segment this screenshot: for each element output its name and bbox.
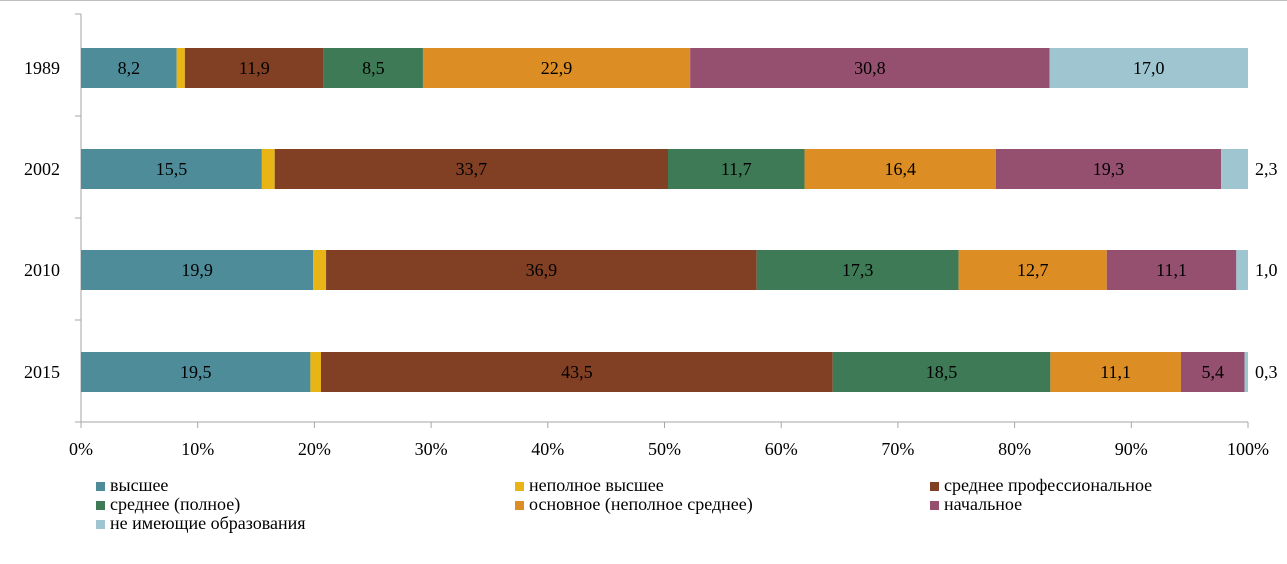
data-label: 11,1 xyxy=(1100,362,1131,382)
data-label: 19,9 xyxy=(181,260,213,280)
legend-label: среднее профессиональное xyxy=(944,475,1152,495)
bar-segment xyxy=(756,250,959,290)
bar-segment xyxy=(184,48,324,88)
bar-segment xyxy=(274,149,669,189)
x-tick-label: 0% xyxy=(69,439,93,459)
bar-segment xyxy=(1221,149,1248,189)
legend-label: основное (неполное среднее) xyxy=(529,494,753,515)
data-label: 11,9 xyxy=(239,58,270,78)
data-label: 1,0 xyxy=(1255,260,1278,280)
x-tick-label: 50% xyxy=(648,439,681,459)
data-label: 30,8 xyxy=(854,58,886,78)
data-label: 11,7 xyxy=(721,159,752,179)
data-label: 12,7 xyxy=(1017,260,1049,280)
bar-segment xyxy=(310,352,321,392)
data-label: 5,4 xyxy=(1201,362,1224,382)
x-axis: 0% 10% 20% 30% 40% 50% 60% 70% 80% 90% 100% xyxy=(69,421,1269,459)
bar-segment xyxy=(804,149,996,189)
data-label: 33,7 xyxy=(456,159,488,179)
data-label: 16,4 xyxy=(884,159,916,179)
data-label: 19,3 xyxy=(1093,159,1125,179)
x-tick-label: 90% xyxy=(1115,439,1148,459)
legend-swatch xyxy=(515,501,524,510)
legend-swatch xyxy=(96,482,105,491)
data-label: 18,5 xyxy=(926,362,958,382)
data-label: 43,5 xyxy=(561,362,593,382)
bar-segment xyxy=(1180,352,1245,392)
data-label: 17,3 xyxy=(842,260,874,280)
legend-swatch xyxy=(515,482,524,491)
x-tick-label: 70% xyxy=(881,439,914,459)
x-tick-label: 40% xyxy=(531,439,564,459)
bar-segment xyxy=(1049,48,1248,88)
x-tick-label: 30% xyxy=(415,439,448,459)
data-label: 36,9 xyxy=(526,260,558,280)
legend-label: неполное высшее xyxy=(529,475,664,495)
bar-segment xyxy=(320,352,833,392)
bar-segment xyxy=(313,250,327,290)
bar-segment xyxy=(81,352,311,392)
data-label: 8,2 xyxy=(118,58,141,78)
x-tick-label: 60% xyxy=(765,439,798,459)
bar-segment xyxy=(323,48,423,88)
data-label: 8,5 xyxy=(362,58,385,78)
x-tick-label: 10% xyxy=(181,439,214,459)
x-tick-label: 20% xyxy=(298,439,331,459)
legend-swatch xyxy=(930,501,939,510)
data-label: 2,3 xyxy=(1255,159,1278,179)
legend-label: среднее (полное) xyxy=(110,494,240,515)
bar-segment xyxy=(958,250,1107,290)
bar-segment xyxy=(995,149,1222,189)
bar-segment xyxy=(1050,352,1181,392)
legend-label: начальное xyxy=(944,494,1022,514)
y-axis: 1989 2002 2010 2015 xyxy=(24,13,82,423)
bar-segment xyxy=(1106,250,1237,290)
bar-segment xyxy=(261,149,275,189)
bar-segment xyxy=(81,48,177,88)
legend-swatch xyxy=(96,520,105,529)
legend: высшее неполное высшее среднее профессиона… xyxy=(96,475,1152,533)
x-tick-label: 100% xyxy=(1227,439,1269,459)
bar-segment xyxy=(422,48,691,88)
bar-segment xyxy=(690,48,1050,88)
data-label: 0,3 xyxy=(1255,362,1278,382)
bar-segment xyxy=(668,149,805,189)
data-label: 22,9 xyxy=(541,58,573,78)
bar-segment xyxy=(81,250,314,290)
data-label: 17,0 xyxy=(1133,58,1165,78)
bar-segment xyxy=(832,352,1051,392)
bar-segment xyxy=(1236,250,1248,290)
bar-segment xyxy=(326,250,757,290)
legend-label: высшее xyxy=(110,475,168,495)
legend-swatch xyxy=(930,482,939,491)
category-label: 2002 xyxy=(24,159,60,179)
category-label: 2015 xyxy=(24,362,60,382)
data-label: 19,5 xyxy=(180,362,212,382)
bar-segment xyxy=(176,48,185,88)
category-label: 1989 xyxy=(24,58,60,78)
legend-label: не имеющие образования xyxy=(110,513,306,533)
bar-segment xyxy=(1244,352,1248,392)
bar-segment xyxy=(81,149,262,189)
bars: 8,2 11,9 8,5 22,9 30,8 17,0 15,5 33,7 11,7 16,4 19… xyxy=(81,48,1278,392)
legend-swatch xyxy=(96,501,105,510)
category-label: 2010 xyxy=(24,260,60,280)
x-tick-label: 80% xyxy=(998,439,1031,459)
data-label: 15,5 xyxy=(156,159,188,179)
data-label: 11,1 xyxy=(1156,260,1187,280)
